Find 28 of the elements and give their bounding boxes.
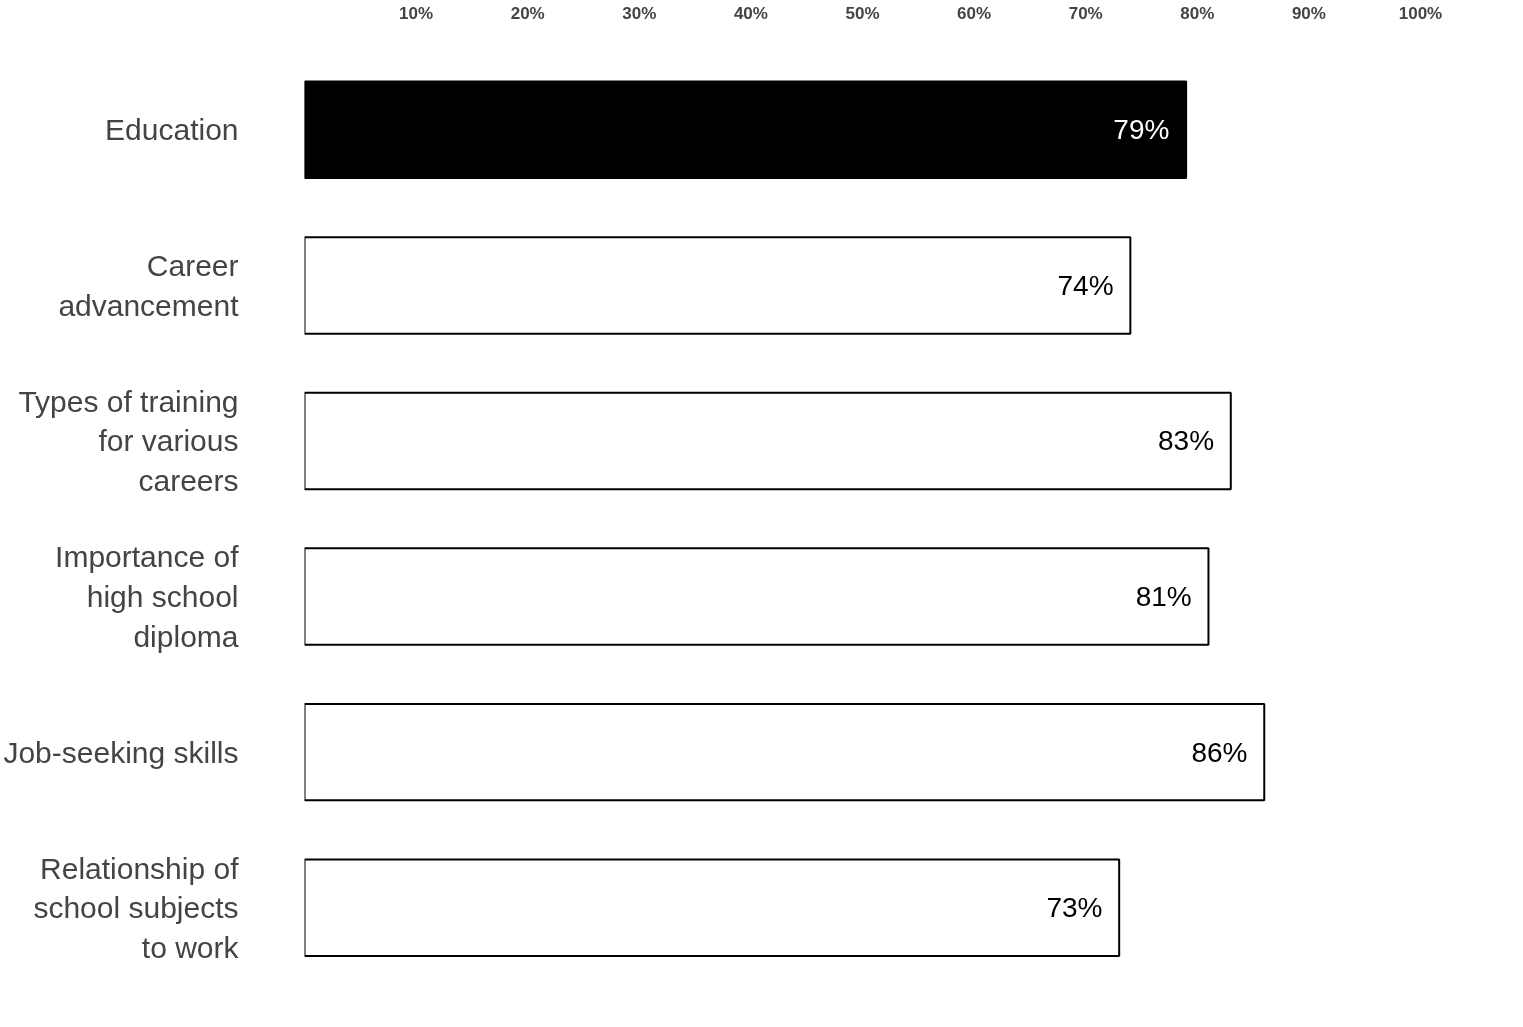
- y-tick-label: Relationship of school subjects to work: [33, 851, 240, 964]
- x-tick-label: 90%: [1291, 3, 1326, 23]
- data-label: 79%: [1113, 114, 1170, 146]
- x-tick-label: 30%: [622, 3, 657, 23]
- y-tick-label: Education: [105, 113, 239, 147]
- data-label: 74%: [1057, 269, 1114, 301]
- bar: [304, 236, 1132, 335]
- bar: [304, 80, 1188, 180]
- bar: [304, 391, 1232, 491]
- x-tick-label: 100%: [1398, 3, 1443, 23]
- x-tick-label: 50%: [845, 3, 880, 23]
- bar: [304, 702, 1266, 802]
- x-tick-label: 40%: [733, 3, 768, 23]
- y-tick-label: Importance of high school diploma: [55, 540, 240, 653]
- y-tick-label: Types of training for various careers: [18, 384, 239, 498]
- data-label: 73%: [1046, 892, 1103, 924]
- data-label: 86%: [1191, 736, 1248, 768]
- bar: [304, 858, 1121, 957]
- x-tick-label: 60%: [957, 3, 992, 23]
- data-label: 81%: [1135, 581, 1192, 613]
- y-tick-label: Career advancement: [58, 249, 240, 322]
- x-tick-label: 20%: [510, 3, 545, 23]
- x-tick-label: 80%: [1180, 3, 1215, 23]
- x-tick-label: 10%: [399, 3, 434, 23]
- bar: [304, 547, 1210, 646]
- x-tick-label: 70%: [1068, 3, 1103, 23]
- data-label: 83%: [1158, 425, 1215, 457]
- y-tick-label: Job-seeking skills: [3, 735, 239, 769]
